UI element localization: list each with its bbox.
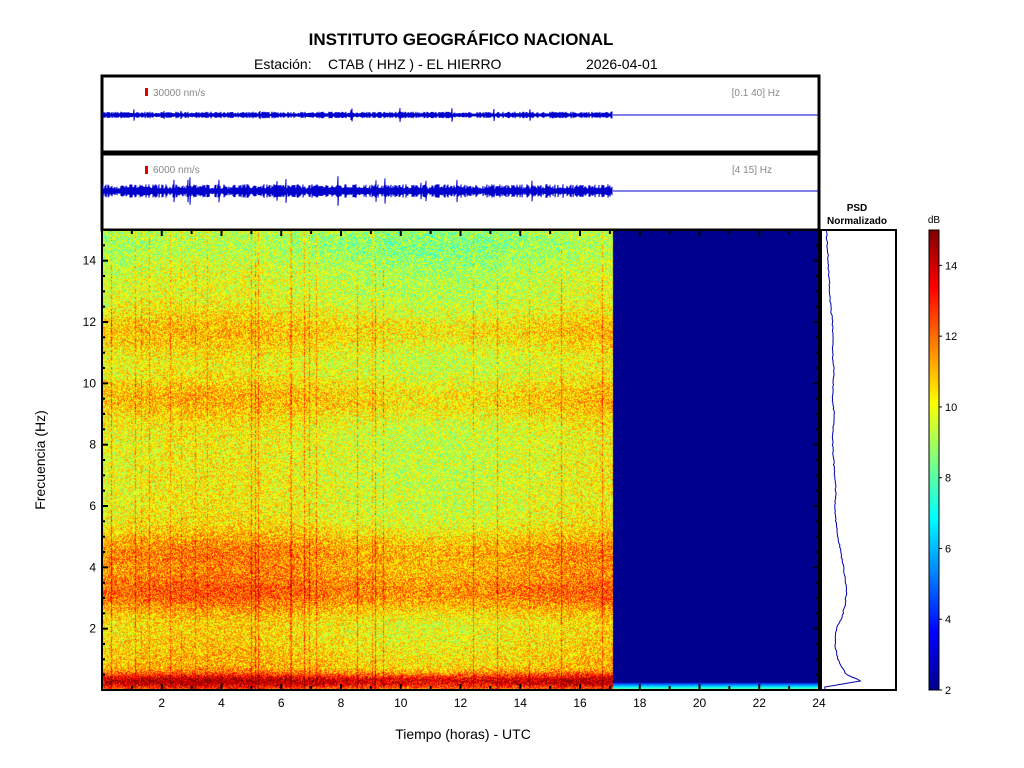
colorbar-tick-label: 2 (945, 685, 951, 697)
scale-bar (145, 88, 148, 96)
y-tick-label: 8 (89, 438, 96, 452)
colorbar-tick-label: 12 (945, 331, 957, 343)
x-axis-label: Tiempo (horas) - UTC (395, 726, 531, 742)
spectrogram-image (102, 230, 819, 690)
psd-title: PSD (847, 203, 868, 214)
spectrogram-frame (101, 229, 820, 691)
y-tick-label: 12 (83, 315, 97, 329)
psd-subtitle: Normalizado (827, 216, 887, 227)
scale-bar (145, 166, 148, 174)
y-axis: 2 4 6 8 10 12 14 (83, 244, 819, 676)
y-axis-label: Frecuencia (Hz) (32, 410, 48, 510)
y-tick-label: 4 (89, 560, 96, 574)
scale-label: 6000 nm/s (153, 165, 200, 176)
x-tick-label: 24 (812, 696, 826, 710)
y-tick-label: 14 (83, 254, 97, 268)
figure-title: INSTITUTO GEOGRÁFICO NACIONAL (309, 30, 614, 49)
filter-label: [0.1 40] Hz (732, 88, 780, 99)
station-name: CTAB ( HHZ ) - EL HIERRO (328, 56, 502, 72)
colorbar-label: dB (928, 215, 941, 226)
x-tick-label: 12 (454, 696, 468, 710)
colorbar-ticks: 2 4 6 8 10 12 14 (939, 260, 957, 697)
colorbar-tick-label: 6 (945, 543, 951, 555)
seismogram-panel-broadband: 30000 nm/s [0.1 40] Hz (100, 74, 821, 154)
scale-label: 30000 nm/s (153, 88, 205, 99)
colorbar-gradient (928, 229, 940, 691)
seismogram-trace (102, 108, 613, 122)
x-tick-label: 18 (633, 696, 647, 710)
seismogram-trace (102, 176, 613, 206)
x-tick-label: 6 (278, 696, 285, 710)
colorbar-tick-label: 4 (945, 614, 951, 626)
x-tick-label: 10 (394, 696, 408, 710)
x-tick-label: 16 (573, 696, 587, 710)
psd-panel: PSD Normalizado (820, 203, 897, 691)
filter-label: [4 15] Hz (732, 165, 772, 176)
psd-curve (824, 230, 862, 690)
colorbar: dB 2 4 6 8 10 12 14 (928, 215, 957, 697)
x-tick-label: 22 (753, 696, 767, 710)
station-prefix: Estación: (254, 56, 312, 72)
date-label: 2026-04-01 (586, 56, 658, 72)
psd-frame (820, 229, 897, 691)
x-tick-label: 14 (514, 696, 528, 710)
x-tick-label: 4 (218, 696, 225, 710)
y-tick-label: 10 (83, 376, 97, 390)
x-tick-label: 20 (693, 696, 707, 710)
colorbar-tick-label: 8 (945, 473, 951, 485)
y-tick-label: 6 (89, 499, 96, 513)
colorbar-tick-label: 10 (945, 402, 957, 414)
seismogram-panel-filtered: 6000 nm/s [4 15] Hz (100, 152, 821, 232)
x-tick-label: 8 (338, 696, 345, 710)
colorbar-tick-label: 14 (945, 260, 957, 272)
x-tick-label: 2 (158, 696, 165, 710)
x-axis: 2 4 6 8 10 12 14 16 18 20 22 24 (130, 230, 826, 710)
y-tick-label: 2 (89, 622, 96, 636)
